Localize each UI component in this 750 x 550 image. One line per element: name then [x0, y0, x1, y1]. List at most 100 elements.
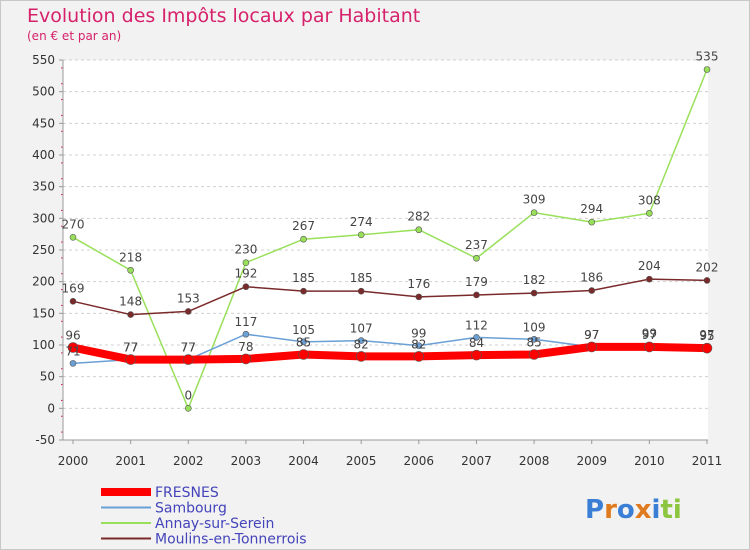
data-label: 99 [411, 327, 426, 341]
y-tick-label: 0 [47, 401, 55, 415]
data-label: 112 [465, 318, 488, 332]
data-point [300, 338, 307, 346]
data-label: 78 [238, 340, 253, 354]
data-point [357, 231, 365, 239]
data-label: 77 [181, 341, 196, 355]
data-label: 192 [234, 267, 257, 281]
data-label: 97 [584, 328, 599, 342]
data-label: 185 [292, 271, 315, 285]
data-point [357, 337, 365, 344]
data-point [701, 342, 713, 354]
x-tick-label: 2011 [692, 454, 723, 468]
logo-letter: i [673, 495, 682, 525]
data-point [473, 291, 480, 299]
data-label: 282 [407, 210, 430, 224]
data-point [646, 209, 653, 217]
data-label: 99 [642, 327, 657, 341]
series-line [72, 278, 708, 316]
data-label: 309 [523, 193, 546, 207]
y-tick-label: 300 [32, 211, 55, 225]
data-point [473, 254, 480, 262]
data-point [357, 287, 365, 295]
data-point [69, 360, 77, 367]
data-point [300, 287, 307, 295]
data-point [184, 405, 192, 412]
legend-label: Sambourg [155, 501, 227, 517]
logo-letter: x [635, 495, 652, 525]
data-point [300, 235, 307, 243]
y-tick-label: 450 [32, 116, 55, 130]
data-label: 308 [638, 193, 661, 207]
data-point [530, 289, 538, 297]
data-label: 179 [465, 275, 488, 289]
y-tick-label: 500 [32, 85, 55, 99]
data-label: 237 [465, 238, 488, 252]
data-label: 185 [350, 271, 373, 285]
legend-label: Moulins-en-Tonnerrois [155, 532, 307, 548]
x-tick-label: 2003 [231, 454, 262, 468]
data-point [242, 283, 250, 291]
data-label: 294 [580, 202, 603, 216]
data-label: 96 [65, 329, 80, 343]
proxiti-logo: Proxiti [585, 495, 682, 525]
data-label: 85 [526, 336, 541, 350]
y-tick-label: 100 [32, 338, 55, 352]
data-label: 218 [119, 250, 142, 264]
data-point [473, 334, 480, 341]
x-tick-label: 2009 [576, 454, 607, 468]
data-point [184, 308, 192, 315]
y-tick-label: 50 [40, 370, 55, 384]
data-point [528, 349, 540, 360]
data-label: 117 [234, 315, 257, 329]
legend-label: Annay-sur-Serein [155, 516, 274, 532]
data-label: 267 [292, 219, 315, 233]
series-line [72, 342, 708, 364]
data-label: 77 [123, 341, 138, 355]
data-label: 84 [469, 336, 484, 350]
x-tick-label: 2007 [461, 454, 492, 468]
logo-letter: P [585, 495, 604, 525]
plot-area [63, 60, 708, 440]
data-point [242, 259, 250, 266]
data-label: 97 [642, 328, 657, 342]
data-point [242, 330, 250, 338]
logo-letter: o [617, 495, 635, 525]
data-point [646, 275, 653, 283]
data-point [413, 351, 425, 362]
data-label: 105 [292, 323, 315, 337]
x-tick-label: 2000 [58, 454, 89, 468]
data-point [530, 335, 538, 343]
logo-letter: i [652, 495, 661, 525]
data-label: 230 [234, 243, 257, 257]
legend-label: FRESNES [155, 485, 219, 501]
series-moulins-en-tonnerrois [69, 275, 711, 318]
data-point [530, 209, 538, 216]
data-label: 85 [296, 336, 311, 350]
data-label: 270 [62, 217, 85, 231]
x-tick-label: 2004 [288, 454, 319, 468]
data-point [69, 297, 77, 305]
data-point [67, 342, 79, 353]
data-label: 204 [638, 259, 661, 273]
logo-letter: r [604, 495, 617, 525]
data-label: 77 [181, 341, 196, 355]
y-tick-label: 350 [32, 180, 55, 194]
data-label: 95 [699, 329, 714, 343]
x-tick-label: 2010 [634, 454, 665, 468]
data-point [588, 287, 596, 294]
data-label: 176 [407, 277, 430, 291]
data-point [586, 341, 598, 353]
series-annay-sur-serein [69, 66, 711, 412]
data-point [415, 293, 423, 301]
chart-subtitle: (en € et par an) [27, 29, 122, 43]
data-point [588, 218, 596, 226]
x-tick-label: 2006 [404, 454, 435, 468]
data-point [703, 66, 711, 73]
data-point [355, 351, 367, 362]
series-fresnes [67, 341, 713, 365]
x-tick-label: 2002 [173, 454, 204, 468]
data-point [127, 311, 134, 318]
data-point [703, 277, 711, 284]
